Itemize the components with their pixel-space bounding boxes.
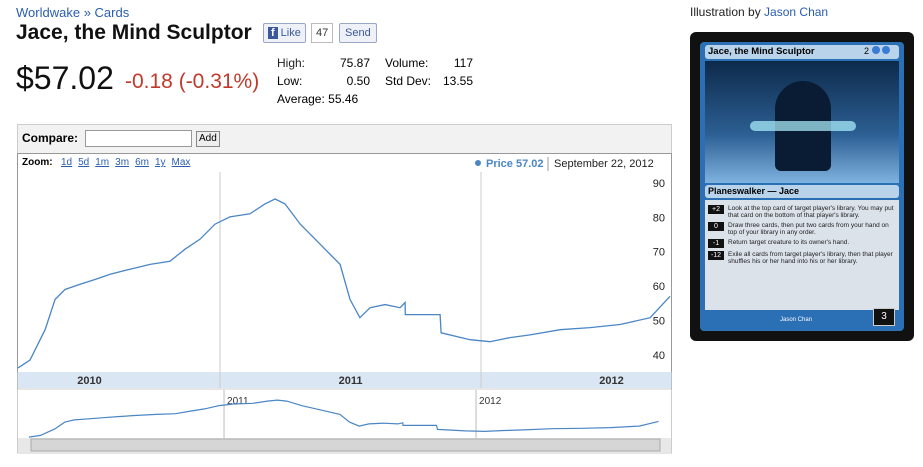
legend-date: September 22, 2012 (554, 158, 654, 170)
zoom-option[interactable]: 1y (155, 157, 166, 168)
stat-value: 117 (453, 56, 473, 70)
card-artist: Jason Chan (780, 317, 813, 323)
stat-value: 55.46 (328, 92, 359, 106)
chart-frame (17, 153, 672, 390)
ability-text: Exile all cards from target player's lib… (728, 251, 893, 265)
stat-value: 13.55 (442, 74, 473, 88)
price-line (17, 198, 671, 369)
stat: Average: 55.46 (277, 92, 358, 106)
card-name: Jace, the Mind Sculptor (705, 45, 899, 59)
breadcrumb: Worldwake » Cards (16, 5, 129, 20)
zoom-option[interactable]: 3m (115, 157, 129, 168)
stat-label: Volume: (385, 56, 429, 70)
price: $57.02 (16, 60, 114, 96)
ability-text: Look at the top card of target player's … (728, 205, 894, 219)
ability: -12 Exile all cards from target player's … (708, 251, 896, 265)
send-button[interactable]: Send (339, 23, 377, 43)
ability-cost: 0 (708, 222, 724, 231)
art-glow (750, 121, 856, 131)
stat-label: High: (277, 56, 306, 70)
breadcrumb-link[interactable]: Cards (94, 5, 130, 20)
send-label: Send (345, 27, 371, 39)
y-tick-label: 90 (653, 178, 665, 190)
illustration-credit: Illustration by Jason Chan (690, 5, 828, 19)
page-title: Jace, the Mind Sculptor (16, 21, 252, 44)
like-label: Like (280, 27, 301, 39)
zoom-label: Zoom: (22, 157, 53, 168)
ability-cost: +2 (708, 205, 724, 214)
x-tick-label: 2012 (599, 375, 623, 387)
x-tick-label: 2011 (339, 375, 363, 387)
compare-label: Compare: (22, 131, 79, 145)
compare-input[interactable] (85, 130, 192, 147)
stat-value: 75.87 (339, 56, 370, 70)
breadcrumb-link[interactable]: Worldwake (16, 5, 81, 20)
card-text: +2 Look at the top card of target player'… (705, 200, 899, 310)
like-button[interactable]: f Like (263, 23, 306, 43)
ability-cost: -1 (708, 239, 724, 248)
card-cost: 2 (864, 46, 891, 56)
navigator-tick-label: 2011 (227, 396, 249, 407)
y-tick-label: 70 (653, 247, 665, 259)
y-tick-label: 60 (653, 281, 665, 293)
price-chart: Zoom: Price 57.02 September 22, 2012 1d 5… (17, 153, 672, 454)
stat-label: Std Dev: (385, 74, 432, 88)
card-loyalty: 3 (873, 308, 895, 326)
x-tick-label: 2010 (77, 375, 101, 387)
legend-name: Price (486, 158, 513, 170)
y-tick-label: 40 (653, 350, 665, 362)
ability: 0 Draw three cards, then put two cards fr… (708, 222, 896, 236)
card-type: Planeswalker — Jace (705, 185, 899, 198)
price-change: -0.18 (-0.31%) (125, 70, 260, 93)
scrollbar-thumb[interactable] (30, 438, 661, 452)
ability: -1 Return target creature to its owner's … (708, 239, 896, 248)
legend-marker (475, 160, 481, 166)
card: Jace, the Mind Sculptor 2 Planeswalker —… (690, 32, 914, 341)
zoom-option[interactable]: 6m (135, 157, 149, 168)
ability-text: Return target creature to its owner's ha… (728, 239, 850, 246)
add-button[interactable]: Add (196, 131, 220, 147)
navigator-tick-label: 2012 (479, 396, 502, 407)
stat-label: Average: (277, 92, 325, 106)
like-count: 47 (311, 23, 334, 43)
zoom-option[interactable]: Max (172, 157, 191, 168)
navigator-line (28, 399, 659, 438)
card-art (705, 61, 899, 183)
zoom-option[interactable]: 5d (78, 157, 89, 168)
legend-series: Price 57.02 (486, 158, 544, 170)
stat-value: 0.50 (346, 74, 370, 88)
zoom-option[interactable]: 1d (61, 157, 72, 168)
artist-link[interactable]: Jason Chan (764, 5, 829, 19)
y-tick-label: 50 (653, 315, 665, 327)
legend-value: 57.02 (516, 158, 544, 170)
ability-cost: -12 (708, 251, 724, 260)
breadcrumb-separator: » (83, 5, 91, 20)
credit-prefix: Illustration by (690, 5, 761, 19)
ability: +2 Look at the top card of target player'… (708, 205, 896, 219)
zoom-option[interactable]: 1m (95, 157, 109, 168)
stat-label: Low: (277, 74, 303, 88)
cost-text: 2 (864, 46, 870, 56)
y-tick-label: 80 (653, 212, 665, 224)
ability-text: Draw three cards, then put two cards fro… (728, 222, 889, 236)
x-axis-band (17, 372, 672, 388)
